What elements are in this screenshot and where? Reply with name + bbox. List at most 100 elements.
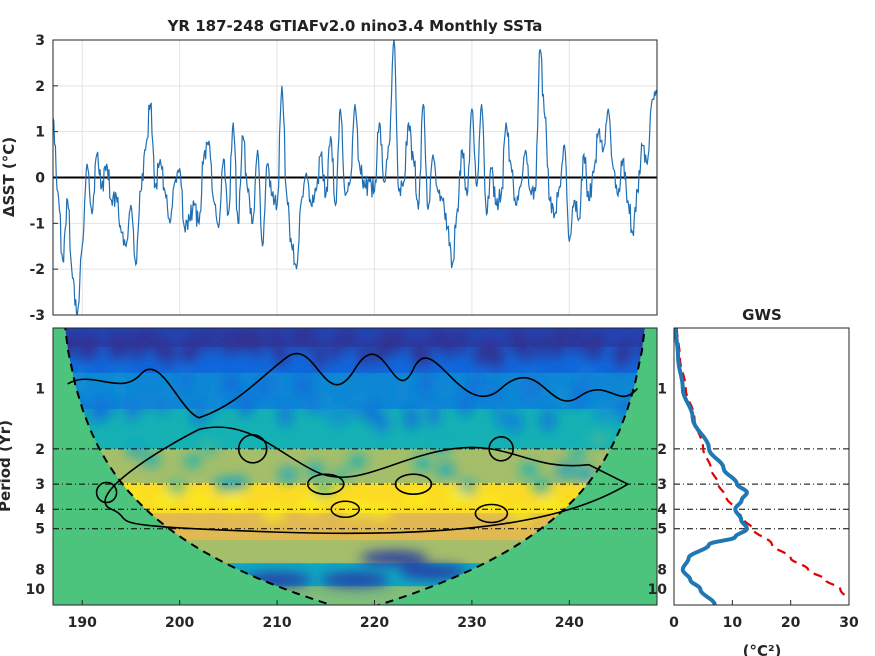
- wavelet-spot: [295, 371, 310, 396]
- wavelet-spot: [318, 392, 333, 417]
- wavelet-spot: [191, 402, 206, 427]
- wavelet-spot: [455, 328, 468, 356]
- timeseries-frame: [52, 39, 658, 316]
- wavelet-spot: [278, 402, 293, 427]
- wavelet-spot: [215, 477, 234, 492]
- wavelet-spot: [305, 389, 320, 414]
- wavelet-y-tick-label: 1: [35, 381, 45, 397]
- wavelet-y-tick-label: 3: [35, 477, 45, 493]
- wavelet-spot: [568, 446, 587, 461]
- wavelet-x-tick-label: 240: [555, 615, 584, 631]
- wavelet-spot: [117, 330, 130, 359]
- wavelet-plot-area: [53, 328, 657, 605]
- gws-frame: [673, 327, 850, 606]
- wavelet-x-tick-label: 230: [457, 615, 486, 631]
- wavelet-spot: [418, 341, 431, 370]
- wavelet-spot: [223, 371, 238, 396]
- sst-anomaly-line: [53, 40, 657, 315]
- wavelet-spot: [124, 396, 139, 421]
- wavelet-spot: [394, 379, 409, 404]
- gws-x-label: (°C²): [743, 642, 782, 656]
- timeseries-y-tick-label: 1: [35, 125, 45, 141]
- wavelet-x-tick-label: 200: [165, 615, 194, 631]
- wavelet-spot: [265, 373, 280, 398]
- significance-contour: [95, 481, 118, 504]
- wavelet-spot: [161, 381, 176, 406]
- timeseries-y-tick-label: 0: [35, 171, 45, 187]
- gws-y-tick-label: 5: [657, 522, 667, 538]
- wavelet-spot: [98, 394, 113, 419]
- timeseries-y-tick-label: -1: [29, 216, 45, 232]
- gws-y-tick-label: 4: [657, 502, 667, 518]
- gws-x-ticks: 0 10 20 30: [669, 600, 859, 631]
- wavelet-spot: [392, 328, 405, 355]
- chart-title: YR 187-248 GTIAFv2.0 nino3.4 Monthly SST…: [167, 17, 543, 35]
- wavelet-spot: [163, 338, 176, 367]
- wavelet-spot: [426, 402, 441, 427]
- wavelet-spot: [430, 328, 443, 351]
- wavelet-spot: [141, 452, 160, 467]
- gws-y-tick-label: 3: [657, 477, 667, 493]
- wavelet-spot: [303, 328, 316, 352]
- wavelet-spot: [594, 399, 609, 424]
- wavelet-spot: [278, 467, 297, 482]
- wavelet-spot: [519, 462, 538, 477]
- wavelet-spot: [508, 328, 521, 354]
- wavelet-spot: [153, 332, 166, 361]
- wavelet-spot: [77, 333, 90, 362]
- wavelet-spot: [404, 490, 429, 505]
- significance-contour: [474, 503, 509, 524]
- wavelet-power-spots: [53, 328, 657, 587]
- wavelet-spot: [222, 495, 247, 510]
- wavelet-spot: [534, 330, 547, 359]
- wavelet-spot: [331, 404, 346, 429]
- gws-y-tick-label: 10: [648, 582, 668, 598]
- wavelet-spot: [152, 492, 177, 507]
- wavelet-spot: [107, 332, 120, 361]
- gws-y-ticks: 1 2 3 4 5 8 10: [648, 381, 668, 598]
- wavelet-spot: [491, 341, 504, 370]
- wavelet-y-tick-label: 10: [26, 582, 46, 598]
- wavelet-spot: [358, 339, 371, 368]
- timeseries-y-tick-label: -2: [29, 262, 45, 278]
- wavelet-spot: [261, 506, 286, 521]
- wavelet-spot: [555, 328, 568, 352]
- significance-contour: [67, 352, 639, 419]
- wavelet-y-label: Period (Yr): [0, 420, 14, 512]
- wavelet-spot: [135, 388, 150, 413]
- cone-of-influence-mask: [53, 328, 657, 605]
- wavelet-spot: [441, 331, 454, 360]
- wavelet-spot: [367, 504, 392, 519]
- gws-x-tick-label: 0: [669, 615, 679, 631]
- wavelet-spot: [332, 467, 351, 482]
- wavelet-spot: [404, 405, 419, 430]
- wavelet-y-tick-label: 8: [35, 563, 45, 579]
- wavelet-spot: [619, 335, 632, 364]
- wavelet-spot: [537, 497, 562, 512]
- wavelet-spot: [232, 328, 245, 355]
- gws-x-tick-label: 30: [839, 615, 859, 631]
- wavelet-y-tick-label: 5: [35, 522, 45, 538]
- wavelet-spot: [348, 454, 367, 469]
- wavelet-spot: [474, 339, 487, 368]
- timeseries-y-ticks: -3 -2 -1 0 1 2 3: [29, 33, 58, 324]
- gws-power-curve: [674, 328, 749, 605]
- gws-y-tick-label: 2: [657, 442, 667, 458]
- gws-plot-area: [674, 328, 849, 605]
- wavelet-spot: [178, 368, 193, 393]
- timeseries-y-tick-label: 2: [35, 79, 45, 95]
- wavelet-spot: [477, 495, 502, 510]
- wavelet-spot: [458, 391, 473, 416]
- wavelet-spot: [540, 407, 555, 432]
- wavelet-spot: [188, 331, 201, 360]
- wavelet-spot: [375, 410, 390, 435]
- wavelet-spot: [140, 328, 153, 353]
- wavelet-spot: [364, 399, 379, 424]
- wavelet-spot: [291, 328, 304, 353]
- wavelet-spot: [528, 375, 543, 400]
- wavelet-spot: [467, 372, 482, 397]
- timeseries-y-tick-label: -3: [29, 308, 45, 324]
- wavelet-spot: [578, 367, 593, 392]
- gws-x-tick-label: 10: [723, 615, 743, 631]
- wavelet-spot: [508, 410, 523, 435]
